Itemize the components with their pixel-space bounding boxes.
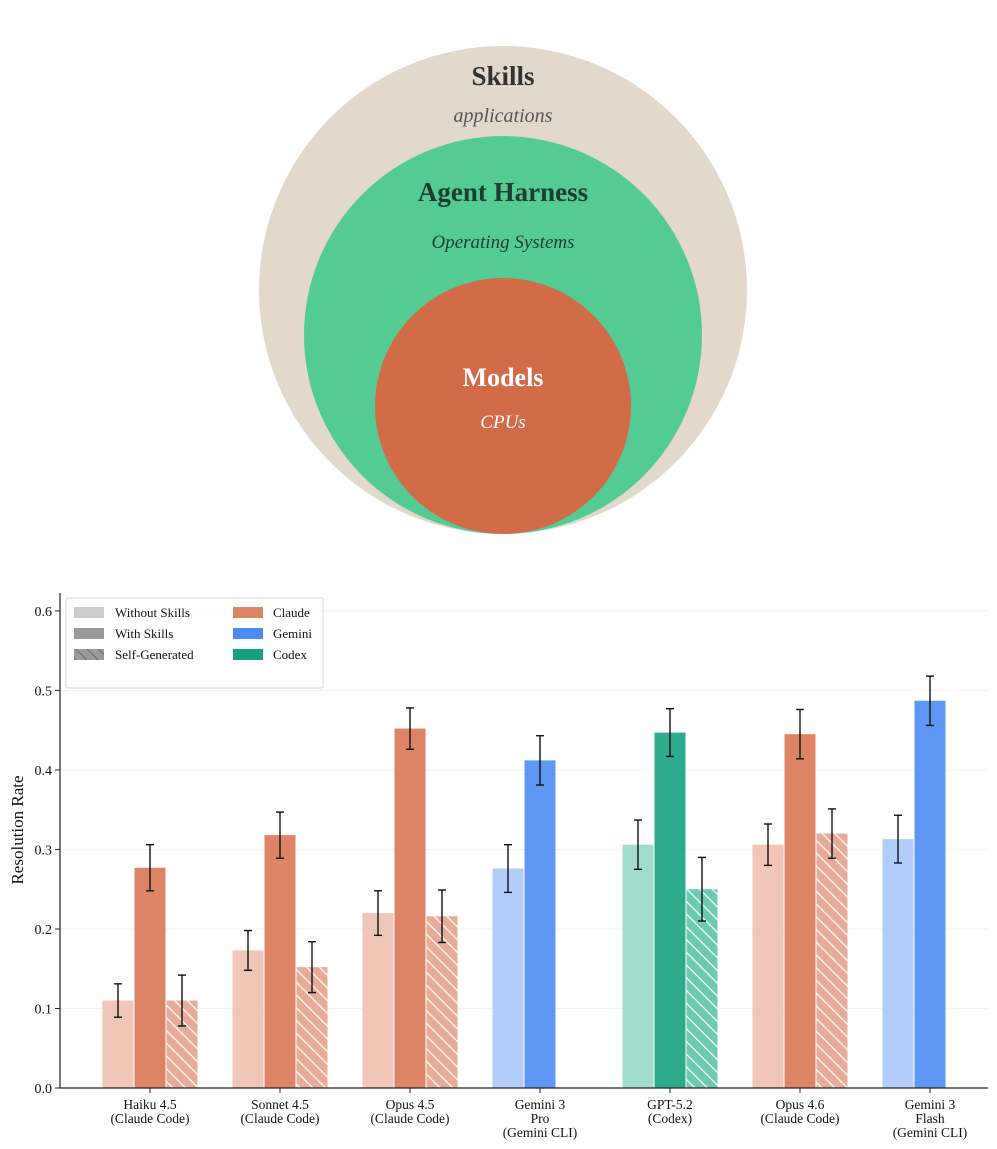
legend-swatch-without-skills [74,607,104,618]
legend-swatch-with-skills [74,628,104,639]
y-tick-label: 0.1 [35,1002,53,1017]
y-tick-label: 0.4 [35,764,53,779]
y-tick-label: 0.0 [35,1082,53,1097]
bar-with-skills [524,760,556,1088]
bar-self-generated-hatch [426,916,458,1088]
legend-label-claude: Claude [273,605,310,620]
legend-label-without-skills: Without Skills [115,605,190,620]
y-tick-label: 0.2 [35,923,53,938]
agent-harness-title: Agent Harness [418,177,588,207]
x-tick-label-line: Gemini 3 [905,1097,956,1112]
skills-title: Skills [471,61,534,91]
nested-circles-diagram: Skills applications Agent Harness Operat… [259,46,747,534]
x-tick-label-line: Opus 4.6 [776,1097,825,1112]
x-tick-label-line: GPT-5.2 [647,1097,693,1112]
y-tick-label: 0.3 [35,843,53,858]
x-tick-label: Opus 4.6 (Claude Code) [760,1097,839,1126]
legend-swatch-claude [233,607,263,618]
bar-without-skills [362,913,394,1088]
bar-with-skills [394,728,426,1088]
bar-without-skills [622,844,654,1088]
legend: Without Skills With Skills Self-Generate… [65,597,324,689]
models-circle [375,278,631,534]
x-tick-label-line: Sonnet 4.5 [251,1097,309,1112]
bar-with-skills [134,867,166,1088]
bars [102,700,946,1088]
x-tick-label-line: (Codex) [648,1111,692,1126]
legend-frame [65,597,324,689]
bar-without-skills [752,844,784,1088]
x-tick-label-line: Opus 4.5 [386,1097,435,1112]
legend-label-self-generated: Self-Generated [115,647,194,662]
x-tick-label-line: (Claude Code) [760,1111,839,1126]
bar-without-skills [492,868,524,1088]
x-tick-label: GPT-5.2 (Codex) [647,1097,693,1126]
x-tick-label-line: (Claude Code) [110,1111,189,1126]
x-tick-label-line: Gemini 3 [515,1097,566,1112]
legend-label-codex: Codex [273,647,307,662]
agent-harness-subtitle: Operating Systems [431,232,574,253]
y-axis-label: Resolution Rate [8,775,27,884]
legend-label-with-skills: With Skills [115,626,173,641]
bar-with-skills [914,700,946,1088]
legend-swatch-gemini [233,628,263,639]
bar-without-skills [232,950,264,1088]
y-tick-label: 0.6 [35,605,53,620]
bar-without-skills [882,839,914,1088]
x-tick-label: Opus 4.5 (Claude Code) [370,1097,449,1126]
x-tick-label-line: (Gemini CLI) [893,1125,968,1140]
x-tick-label-line: (Gemini CLI) [503,1125,578,1140]
models-subtitle: CPUs [480,412,525,433]
bar-self-generated-hatch [816,833,848,1088]
x-tick-label: Gemini 3 Pro (Gemini CLI) [503,1097,578,1140]
x-tick-label: Gemini 3 Flash (Gemini CLI) [893,1097,968,1140]
bar-with-skills [784,734,816,1088]
y-tick-label: 0.5 [35,684,53,699]
x-tick-label: Haiku 4.5 (Claude Code) [110,1097,189,1126]
models-title: Models [463,363,544,392]
x-tick-label-line: (Claude Code) [240,1111,319,1126]
x-tick-label-line: Pro [531,1111,550,1126]
x-tick-label-line: (Claude Code) [370,1111,449,1126]
bar-with-skills [654,732,686,1088]
legend-label-gemini: Gemini [273,626,312,641]
bar-self-generated-hatch [686,889,718,1088]
skills-subtitle: applications [454,105,553,127]
x-tick-label: Sonnet 4.5 (Claude Code) [240,1097,319,1126]
bar-with-skills [264,835,296,1088]
legend-swatch-codex [233,649,263,660]
error-bars [114,675,934,1027]
x-tick-label-line: Flash [915,1111,945,1126]
x-tick-label-line: Haiku 4.5 [123,1097,176,1112]
legend-swatch-self-generated [74,649,104,660]
